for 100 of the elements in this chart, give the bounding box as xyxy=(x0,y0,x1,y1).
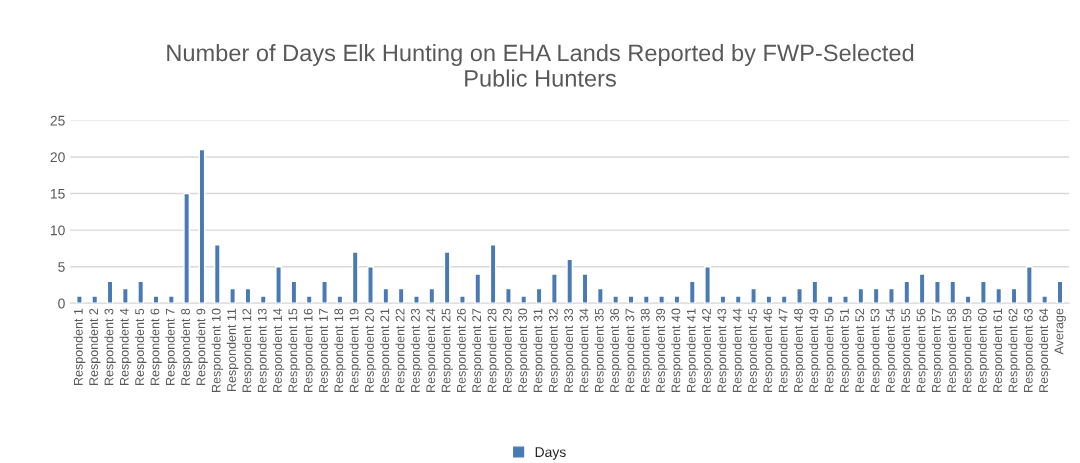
x-tick-label: Respondent 19 xyxy=(349,308,362,392)
x-tick-label: Respondent 57 xyxy=(931,308,944,392)
x-tick-label: Respondent 43 xyxy=(717,308,729,392)
x-tick-label: Respondent 4 xyxy=(119,308,132,385)
x-tick-label: Respondent 39 xyxy=(655,308,668,392)
x-tick-label: Respondent 51 xyxy=(839,308,852,392)
bar xyxy=(704,265,711,304)
bar xyxy=(76,295,83,304)
bar xyxy=(719,295,727,304)
x-tick-label: Respondent 49 xyxy=(809,308,821,392)
x-tick-label: Respondent 26 xyxy=(456,308,469,392)
bar xyxy=(780,295,788,304)
bar xyxy=(642,295,650,304)
bar xyxy=(213,244,221,304)
bar xyxy=(1025,265,1033,304)
bar xyxy=(949,280,957,304)
y-tick-label: 10 xyxy=(50,225,65,236)
x-tick-label: Respondent 32 xyxy=(548,308,561,392)
x-tick-label: Respondent 62 xyxy=(1008,308,1020,392)
x-tick-label: Respondent 13 xyxy=(257,308,270,392)
bar xyxy=(152,295,160,304)
x-tick-label: Respondent 7 xyxy=(165,308,178,385)
bar xyxy=(505,287,512,304)
x-tick-label: Respondent 34 xyxy=(579,308,591,392)
y-tick-label: 5 xyxy=(58,262,65,272)
bar xyxy=(673,295,681,304)
bar xyxy=(428,287,436,304)
bar xyxy=(903,280,911,304)
x-tick-label: Respondent 29 xyxy=(502,308,515,392)
bar xyxy=(367,265,374,304)
x-tick-label: Respondent 16 xyxy=(303,308,316,392)
bar xyxy=(888,287,895,304)
x-tick-label: Respondent 25 xyxy=(441,308,453,392)
x-tick-label: Respondent 17 xyxy=(318,308,331,392)
bar xyxy=(658,295,666,304)
bar xyxy=(551,273,558,304)
x-tick-label: Respondent 3 xyxy=(104,308,116,385)
x-tick-label: Respondent 63 xyxy=(1023,308,1036,392)
x-tick-label: Respondent 15 xyxy=(288,308,300,392)
x-tick-label: Respondent 28 xyxy=(487,308,499,392)
bar xyxy=(413,295,420,304)
x-tick-label: Respondent 55 xyxy=(900,308,913,392)
x-tick-label: Respondent 36 xyxy=(609,308,622,392)
bar xyxy=(259,295,267,304)
x-tick-label: Respondent 18 xyxy=(334,308,346,392)
bar xyxy=(229,287,236,304)
y-tick-label: 25 xyxy=(50,115,65,126)
x-tick-label: Respondent 2 xyxy=(88,308,101,385)
bar xyxy=(397,287,405,304)
x-tick-label: Respondent 47 xyxy=(778,308,791,392)
x-tick-label: Respondent 9 xyxy=(196,308,208,385)
x-tick-label: Respondent 37 xyxy=(625,308,637,392)
x-tick-label: Respondent 12 xyxy=(242,308,254,392)
bar xyxy=(765,295,773,304)
bar xyxy=(305,295,313,304)
bar xyxy=(872,287,880,304)
x-tick-label: Respondent 22 xyxy=(395,308,407,392)
bar xyxy=(995,287,1003,304)
x-tick-label: Respondent 21 xyxy=(380,308,392,392)
x-tick-label: Respondent 33 xyxy=(563,308,576,392)
x-tick-label: Respondent 5 xyxy=(134,308,147,385)
x-tick-label: Respondent 10 xyxy=(211,308,224,392)
x-tick-label: Respondent 6 xyxy=(150,308,162,385)
x-tick-label: Respondent 11 xyxy=(226,308,239,391)
x-tick-label: Respondent 52 xyxy=(854,308,867,392)
x-tick-label: Respondent 23 xyxy=(410,308,423,392)
x-tick-label: Respondent 27 xyxy=(471,308,484,392)
x-tick-label: Respondent 38 xyxy=(640,308,653,392)
legend-label: Days xyxy=(535,447,566,460)
bar xyxy=(842,295,849,304)
bar xyxy=(275,265,282,304)
x-tick-label: Respondent 8 xyxy=(180,308,193,385)
bar xyxy=(857,287,865,304)
bar xyxy=(581,273,589,304)
bar xyxy=(121,287,129,304)
bar xyxy=(934,280,941,304)
x-tick-label: Respondent 64 xyxy=(1038,308,1051,392)
bar xyxy=(520,295,528,304)
x-tick-label: Respondent 53 xyxy=(870,308,882,392)
x-tick-label: Respondent 59 xyxy=(962,308,974,392)
bar xyxy=(964,295,972,304)
bar xyxy=(137,280,145,304)
bar xyxy=(167,295,175,304)
x-tick-label: Respondent 44 xyxy=(732,308,745,392)
x-tick-label: Respondent 14 xyxy=(272,308,285,392)
bar xyxy=(91,295,99,304)
bar xyxy=(688,280,696,304)
x-tick-label: Respondent 45 xyxy=(747,308,760,392)
x-tick-label: Respondent 35 xyxy=(594,308,607,392)
x-tick-label: Respondent 30 xyxy=(517,308,530,392)
bar xyxy=(980,280,987,304)
bar xyxy=(627,295,635,304)
bar xyxy=(826,295,834,304)
bar xyxy=(183,192,191,304)
bar xyxy=(336,295,344,304)
bar xyxy=(750,287,757,304)
x-tick-label: Respondent 50 xyxy=(824,308,836,392)
x-tick-label: Respondent 41 xyxy=(686,308,699,392)
x-tick-label: Respondent 61 xyxy=(992,308,1005,392)
x-tick-label: Respondent 56 xyxy=(916,308,928,392)
